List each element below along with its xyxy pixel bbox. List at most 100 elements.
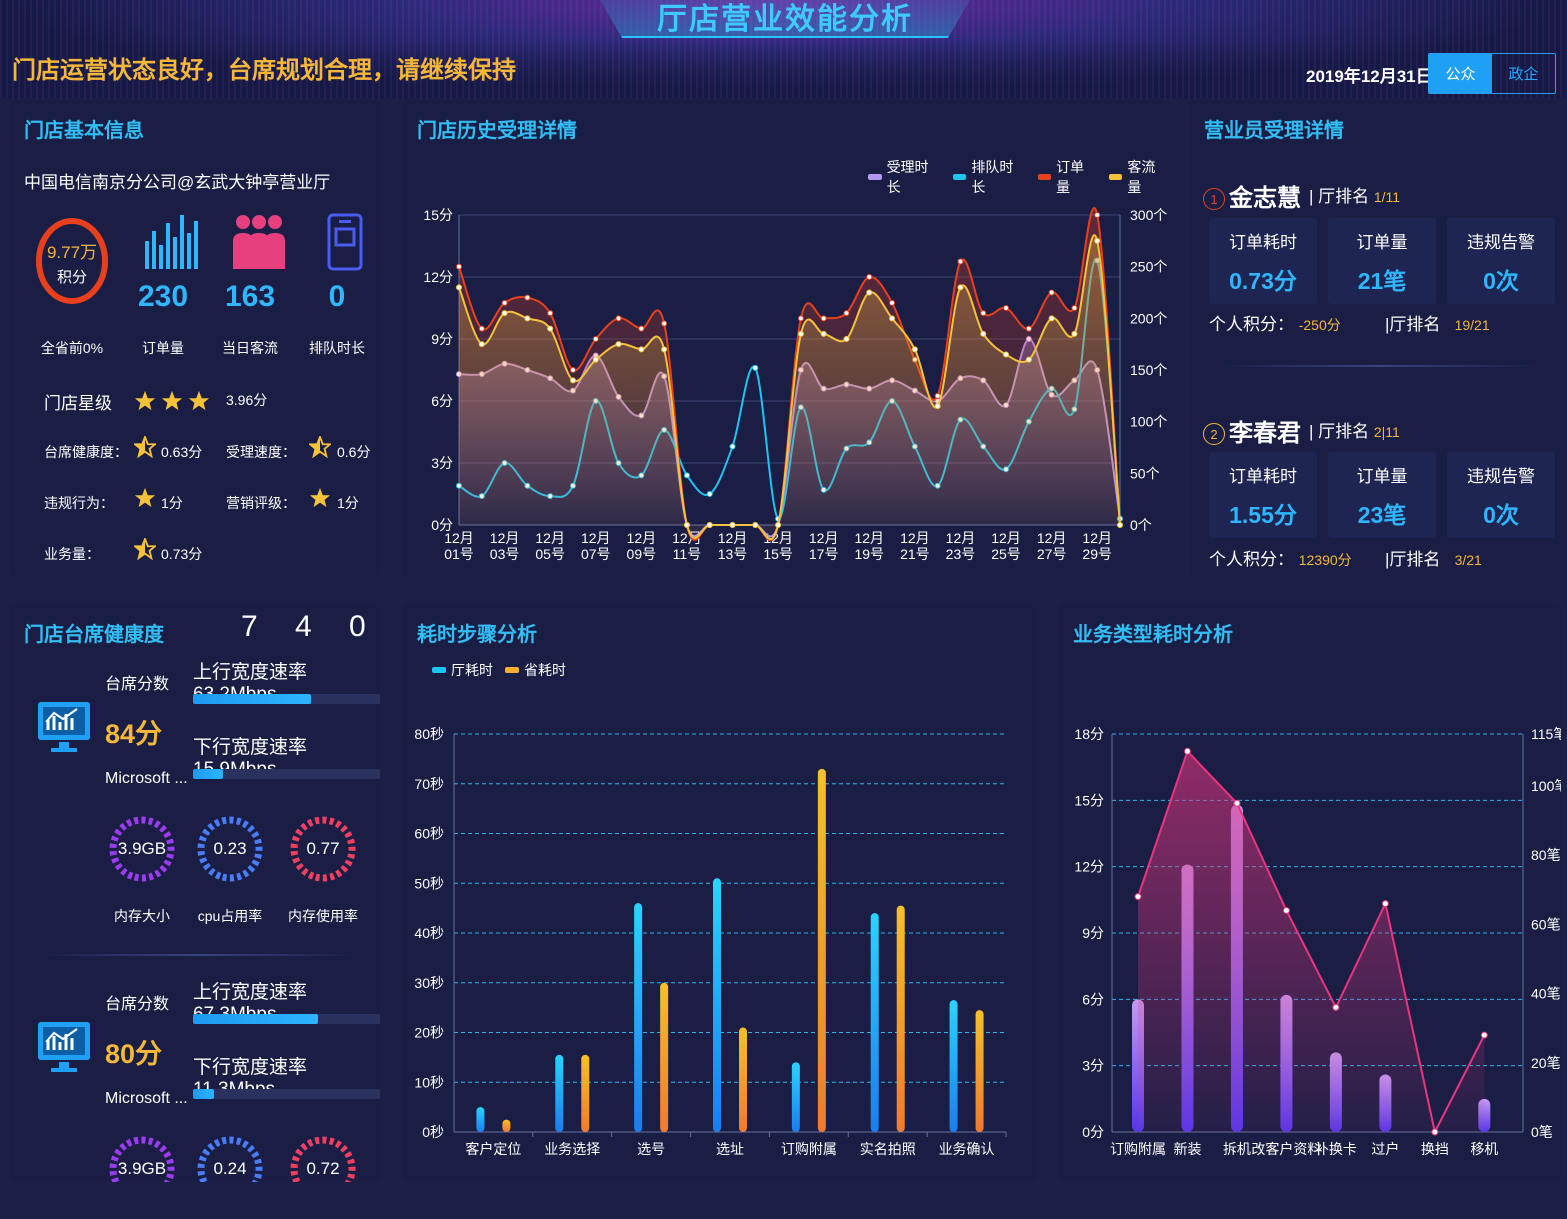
x-tick-label: 05号 [535,546,565,562]
x-tick-label: 17号 [809,546,839,562]
bar [660,982,669,1132]
data-point [934,392,941,399]
data-point [478,325,485,332]
data-point [729,443,736,450]
data-point [889,315,896,322]
y-left-tick-label: 15分 [423,207,453,223]
metric-value: 1分 [161,495,183,511]
star-icon [134,390,156,411]
x-tick-label: 19号 [854,546,884,562]
cpu-usage-value: 0.23 [213,839,247,858]
y-tick-label: 80秒 [414,726,444,742]
x-tick-label: 25号 [991,546,1021,562]
y-left-tick-label: 6分 [1082,991,1104,1007]
bar [949,1000,958,1132]
toggle-enterprise[interactable]: 政企 [1508,66,1539,83]
steps-legend: 厅耗时 省耗时 [432,660,566,680]
x-tick-label: 实名拍照 [860,1141,916,1157]
data-point [980,330,987,337]
data-point [501,299,508,306]
x-tick-label: 12月 [991,530,1021,546]
y-right-tick-label: 100个 [1130,414,1167,430]
memory-size-gauge [109,816,175,882]
y-left-tick-label: 3分 [1082,1058,1104,1074]
queue-duration-label: 排队时长 [309,340,365,356]
data-point [1282,907,1290,915]
x-tick-label: 12月 [854,530,884,546]
staff-rank: | 厅排名 2|11 [1309,422,1400,441]
star-icon [188,390,210,411]
report-date: 2019年12月31日 [1306,67,1433,86]
legend-item[interactable]: 厅耗时 [432,660,493,680]
data-point [1048,315,1055,322]
x-tick-label: 15号 [763,546,793,562]
data-point [1332,1003,1340,1011]
data-point [980,310,987,317]
data-point [592,336,599,342]
data-point [1183,747,1191,755]
legend-item[interactable]: 排队时长 [952,157,1026,197]
data-point [1134,893,1142,901]
data-point [866,289,873,296]
x-tick-label: 12月 [490,530,520,546]
hall-rank: |厅排名 3/21 [1385,550,1482,569]
x-tick-label: 11号 [673,546,702,562]
phone-icon [327,213,363,271]
y-right-tick-label: 0笔 [1531,1124,1553,1140]
legend-item[interactable]: 客流量 [1108,157,1168,197]
x-tick-label: 27号 [1037,546,1067,562]
data-point [615,341,622,348]
desk-score: 84分 [105,719,163,749]
history-legend: 受理时长 排队时长 订单量 客流量 [868,157,1168,197]
bar [870,913,879,1132]
counter-digit: 7 [241,610,258,643]
steps-panel: 耗时步骤分析 厅耗时 省耗时 0秒 10秒 20秒 30秒 40秒 50秒 60秒 70秒 80… [402,604,1036,1182]
star-icon [161,390,183,411]
data-point [1025,325,1032,332]
x-tick-label: 12月 [627,530,657,546]
y-left-tick-label: 18分 [1074,726,1104,742]
legend-item[interactable]: 受理时长 [868,157,941,197]
customer-type-toggle[interactable]: 公众 政企 [1428,53,1556,94]
data-point [683,472,690,479]
legend-item[interactable]: 省耗时 [505,660,566,680]
data-point [889,299,896,306]
x-tick-label: 业务确认 [939,1141,995,1157]
counter-digit: 0 [349,610,366,643]
star-score: 3.96分 [226,392,268,408]
data-point [911,346,918,353]
store-info-title: 门店基本信息 [24,120,144,142]
staff-name: 金志慧 [1229,185,1301,212]
y-tick-label: 10秒 [414,1074,444,1090]
store-name: 中国电信南京分公司@玄武大钟亭营业厅 [24,173,331,192]
memory-size-value: 3.9GB [117,1159,167,1178]
stat-box: 违规告警 0次 [1447,452,1555,538]
x-tick-label: 选号 [637,1141,665,1157]
data-point [706,522,713,528]
data-point [866,274,873,280]
score-unit: 积分 [56,269,87,286]
monitor-chart-icon [38,1022,90,1072]
data-point [501,310,508,317]
status-slogan: 门店运营状态良好，台席规划合理，请继续保持 [12,57,516,84]
data-point [1233,799,1241,807]
history-panel: 门店历史受理详情 受理时长 排队时长 订单量 客流量 0分 3分 6分 9分 12分 15… [402,100,1168,577]
x-tick-label: 03号 [490,546,520,562]
toggle-public[interactable]: 公众 [1429,54,1492,93]
data-point [1025,356,1032,363]
data-point [729,522,736,528]
desk-os: Microsoft ... [105,770,188,787]
half-star-icon [134,436,156,458]
staff-panel: 营业员受理详情 1 金志慧 | 厅排名 1/11 订单耗时 0.73分 订单量 21… [1189,100,1560,577]
desk-score-label: 台席分数 [105,996,170,1013]
memory-size-value: 3.9GB [117,839,167,858]
x-tick-label: 23号 [946,546,976,562]
x-tick-label: 12月 [1037,530,1067,546]
banner-wave-decoration [0,0,1567,98]
y-tick-label: 60秒 [414,826,444,842]
stat-box: 订单耗时 0.73分 [1209,218,1317,304]
legend-item[interactable]: 订单量 [1037,157,1097,197]
series-area [459,235,1120,540]
star-label: 门店星级 [44,394,112,413]
data-point [1480,1031,1488,1039]
